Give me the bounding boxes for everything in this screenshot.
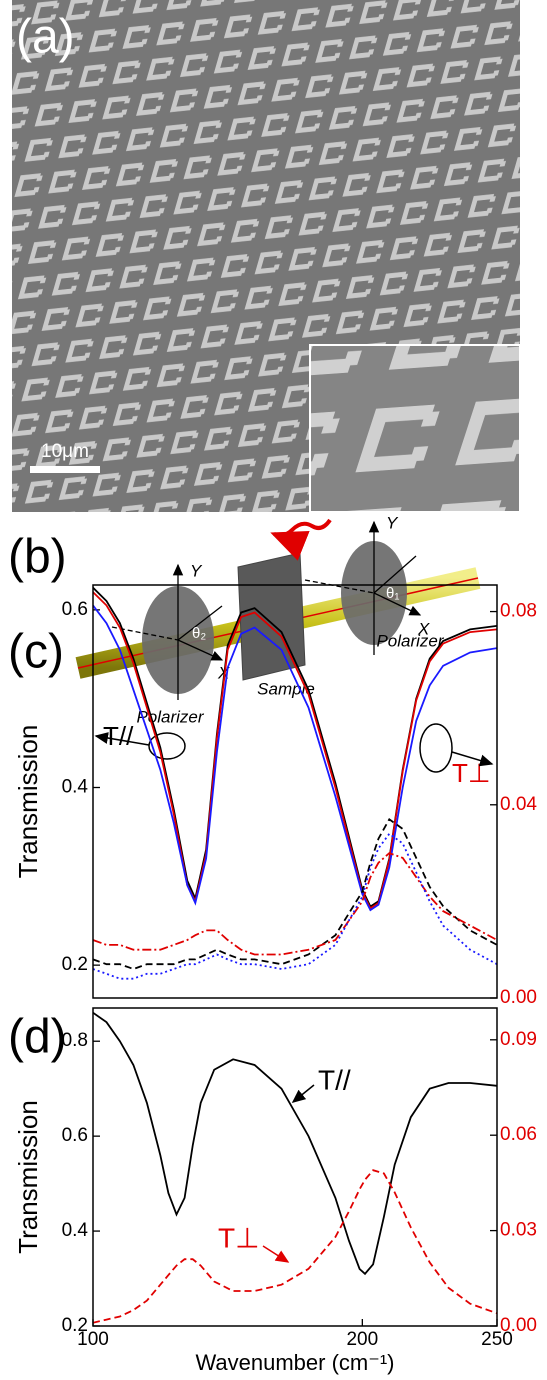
annotation: T⊥ — [218, 1222, 260, 1253]
annotation-ellipse — [149, 733, 185, 759]
angle-label: θ₂ — [192, 625, 206, 642]
data-line — [93, 819, 497, 969]
x-tick-label: 200 — [346, 1329, 378, 1350]
x-axis-title: Wavenumber (cm⁻¹) — [195, 1350, 394, 1375]
sem-inset — [310, 345, 520, 512]
x-tick-label: 100 — [77, 1329, 109, 1350]
annotation: T// — [318, 1064, 351, 1095]
y2-tick-label: 0.04 — [500, 794, 537, 815]
y2-tick-label: 0.08 — [500, 601, 537, 622]
angle-label: θ₁ — [386, 585, 399, 602]
plot-lines — [93, 1013, 497, 1323]
component-label: Polarizer — [376, 631, 444, 650]
y2-tick-label: 0.00 — [500, 987, 537, 1008]
annotation-arrow — [263, 1246, 288, 1262]
annotation-arrow — [293, 1085, 314, 1102]
incident-arrow — [274, 520, 330, 535]
annotation: T// — [103, 721, 134, 751]
data-line — [93, 853, 497, 954]
y-axis-title: Transmission — [13, 1100, 43, 1254]
plot-frame — [93, 1008, 497, 1326]
panel-label: (a) — [16, 11, 75, 64]
x-tick-label: 250 — [481, 1329, 513, 1350]
y-tick-label: 0.8 — [62, 1030, 88, 1051]
scale-bar-label: 10μm — [41, 441, 89, 462]
annotation-ellipse — [420, 724, 452, 772]
panel-label: (b) — [8, 531, 67, 584]
y2-tick-label: 0.06 — [500, 1124, 537, 1145]
scale-bar — [30, 466, 100, 473]
axis-name: Y — [386, 513, 399, 532]
panel-label: (c) — [8, 626, 64, 679]
panel-label: (d) — [8, 1011, 67, 1064]
y2-tick-label: 0.09 — [500, 1029, 537, 1050]
data-line — [93, 834, 497, 979]
data-line — [93, 1170, 497, 1323]
page: (a) 10μm (b) Y X θ₂ Polarizer Sample Y X… — [0, 0, 547, 1380]
data-line — [93, 1013, 497, 1274]
component-label: Polarizer — [136, 707, 204, 726]
y-tick-label: 0.4 — [62, 1220, 89, 1241]
y-tick-label: 0.6 — [62, 599, 88, 620]
y2-tick-label: 0.03 — [500, 1220, 537, 1241]
y-tick-label: 0.4 — [62, 777, 89, 798]
y-tick-label: 0.6 — [62, 1125, 88, 1146]
y-axis-title: Transmission — [13, 725, 43, 879]
y-tick-label: 0.2 — [62, 954, 88, 975]
figure: (a) 10μm (b) Y X θ₂ Polarizer Sample Y X… — [0, 0, 547, 1380]
axis-name: Y — [190, 561, 203, 580]
